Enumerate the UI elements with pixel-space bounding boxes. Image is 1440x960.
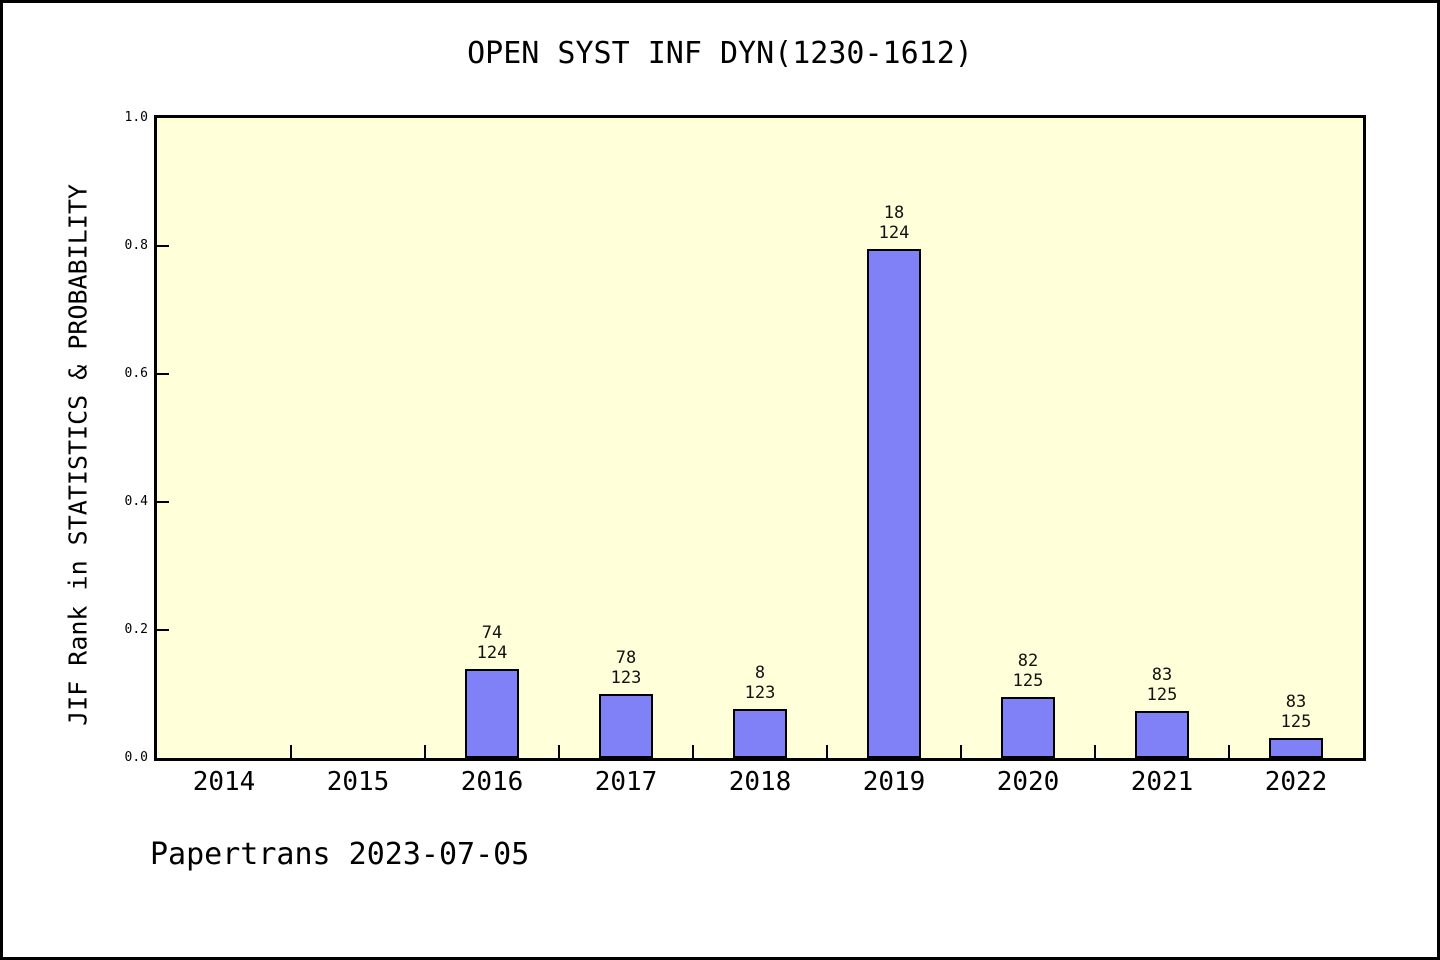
y-axis-tick-mark — [157, 501, 169, 503]
x-axis-category-label: 2020 — [996, 767, 1060, 797]
bar-label-rank: 83 — [1285, 692, 1307, 712]
x-axis-tick-mark — [692, 745, 694, 758]
bar-label-total: 125 — [1280, 712, 1312, 732]
x-axis-category-label: 2016 — [460, 767, 524, 797]
bar-label-2019: 18 124 — [834, 203, 954, 243]
bar-label-rank: 8 — [754, 663, 766, 683]
bar-2018 — [733, 709, 787, 758]
bar-2021 — [1135, 711, 1189, 758]
bar-label-total: 125 — [1012, 671, 1044, 691]
plot-area — [154, 115, 1366, 761]
x-axis-tick-mark — [826, 745, 828, 758]
bar-label-total: 123 — [744, 683, 776, 703]
y-axis-tick-label: 0.8 — [124, 238, 148, 253]
x-axis-category-label: 2018 — [728, 767, 792, 797]
x-axis-tick-mark — [960, 745, 962, 758]
bar-label-total: 124 — [476, 643, 508, 663]
bar-label-rank: 82 — [1017, 651, 1039, 671]
bar-2020 — [1001, 697, 1055, 758]
bar-label-2018: 8 123 — [700, 663, 820, 703]
bar-label-rank: 74 — [481, 623, 503, 643]
bar-label-2020: 82 125 — [968, 651, 1088, 691]
bar-label-rank: 78 — [615, 648, 637, 668]
bar-label-total: 125 — [1146, 685, 1178, 705]
y-axis-tick-label: 1.0 — [124, 110, 148, 125]
x-axis-tick-mark — [1228, 745, 1230, 758]
y-axis-tick-label: 0.6 — [124, 366, 148, 381]
bar-label-2016: 74 124 — [432, 623, 552, 663]
y-axis-label: JIF Rank in STATISTICS & PROBABILITY — [63, 184, 93, 726]
x-axis-tick-mark — [424, 745, 426, 758]
y-axis-tick-label: 0.0 — [124, 750, 148, 765]
bar-label-2017: 78 123 — [566, 648, 686, 688]
bar-label-total: 124 — [878, 223, 910, 243]
y-axis-tick-label: 0.2 — [124, 622, 148, 637]
chart-title: OPEN SYST INF DYN(1230-1612) — [467, 36, 973, 71]
y-axis-tick-label: 0.4 — [124, 494, 148, 509]
bar-2019 — [867, 249, 921, 758]
x-axis-tick-mark — [558, 745, 560, 758]
footer-watermark: Papertrans 2023-07-05 — [150, 837, 530, 872]
x-axis-category-label: 2017 — [594, 767, 658, 797]
x-axis-category-label: 2015 — [326, 767, 390, 797]
bar-label-total: 123 — [610, 668, 642, 688]
bar-label-2022: 83 125 — [1236, 692, 1356, 732]
bar-2022 — [1269, 738, 1323, 758]
bar-label-2021: 83 125 — [1102, 665, 1222, 705]
bar-2017 — [599, 694, 653, 758]
y-axis-tick-mark — [157, 245, 169, 247]
bar-2016 — [465, 669, 519, 758]
x-axis-tick-mark — [290, 745, 292, 758]
bar-label-rank: 18 — [883, 203, 905, 223]
y-axis-tick-mark — [157, 629, 169, 631]
x-axis-category-label: 2021 — [1130, 767, 1194, 797]
bar-label-rank: 83 — [1151, 665, 1173, 685]
x-axis-tick-mark — [1094, 745, 1096, 758]
x-axis-category-label: 2022 — [1264, 767, 1328, 797]
y-axis-tick-mark — [157, 373, 169, 375]
x-axis-category-label: 2014 — [192, 767, 256, 797]
x-axis-category-label: 2019 — [862, 767, 926, 797]
